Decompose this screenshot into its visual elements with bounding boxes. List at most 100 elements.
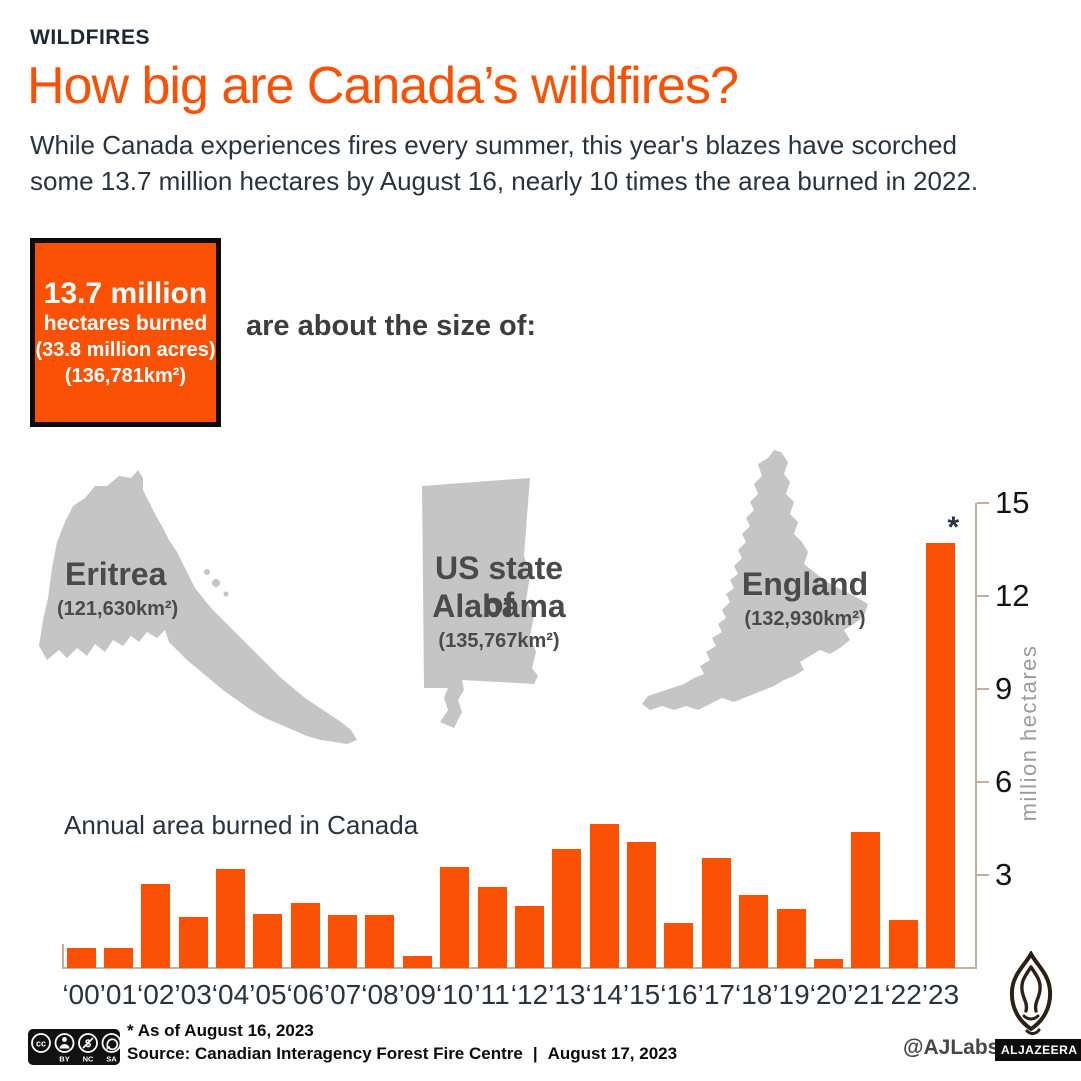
england-area: (132,930km²)	[744, 608, 866, 630]
england-name: England	[741, 566, 869, 602]
bar-02	[141, 884, 171, 968]
x-tick-label: ’15	[622, 979, 661, 1010]
bar-12	[514, 906, 544, 968]
bar-09	[402, 956, 432, 968]
x-axis-labels: ‘00’01 ‘02’03 ‘04’05 ‘06’07 ‘08’09 ‘10’11 ‘12’…	[62, 979, 977, 1010]
subtitle-line-2: some 13.7 million hectares by August 16,…	[30, 166, 979, 196]
stat-box: 13.7 million hectares burned (33.8 milli…	[30, 238, 221, 427]
bar-10	[440, 867, 470, 968]
x-tick-label: ’21	[847, 979, 885, 1010]
subtitle-line-1: While Canada experiences fires every sum…	[30, 130, 957, 160]
bar-19	[776, 909, 806, 968]
source-line: Source: Canadian Interagency Forest Fire…	[127, 1044, 677, 1064]
x-tick-label: ‘12	[510, 979, 549, 1010]
bar-annotation-asterisk: *	[947, 511, 960, 545]
x-tick-label: ’17	[697, 979, 735, 1010]
y-axis-line	[975, 503, 977, 969]
bar-22	[888, 920, 918, 968]
cc-sa-label: SA	[106, 1055, 117, 1064]
bar-01	[103, 948, 133, 968]
y-tick-mark	[977, 874, 989, 876]
bar-03	[178, 917, 208, 968]
comparison-lead-text: are about the size of:	[246, 310, 537, 342]
y-tick-label: 6	[995, 764, 1013, 799]
bar-06	[290, 903, 320, 968]
x-tick-label: ’05	[249, 979, 287, 1010]
cc-by-label: BY	[59, 1055, 69, 1064]
y-tick-mark	[977, 688, 989, 690]
stat-value: 13.7 million	[43, 276, 208, 310]
bar-15	[627, 842, 657, 968]
source-divider: |	[532, 1044, 538, 1063]
stat-acres: (33.8 million acres)	[35, 338, 216, 361]
y-tick-label: 3	[995, 857, 1013, 892]
y-tick-mark	[977, 781, 989, 783]
stat-unit: hectares burned	[43, 311, 208, 335]
x-tick-label: ‘10	[436, 979, 474, 1010]
bar-plot	[62, 503, 967, 968]
region-eritrea: Eritrea (121,630km²)	[35, 452, 365, 752]
y-tick-label: 15	[995, 485, 1030, 520]
x-tick-label: ‘00	[62, 979, 100, 1010]
bar-21	[851, 832, 881, 968]
x-tick-label: ‘06	[286, 979, 324, 1010]
bar-07	[328, 915, 358, 968]
x-tick-label: ’09	[398, 979, 437, 1010]
x-tick-label: ’11	[474, 979, 510, 1010]
svg-text:cc: cc	[36, 1039, 46, 1049]
x-tick-label: ‘04	[211, 979, 250, 1010]
bar-04	[215, 869, 245, 968]
alabama-name-line-1: US state of	[434, 550, 564, 622]
y-tick-label: 12	[995, 578, 1030, 613]
england-map-silhouette	[642, 450, 868, 710]
source-text: Source: Canadian Interagency Forest Fire…	[127, 1044, 523, 1063]
x-tick-label: ‘16	[660, 979, 698, 1010]
source-date: August 17, 2023	[547, 1044, 678, 1063]
y-tick-label: 9	[995, 671, 1013, 706]
region-england: England (132,930km²)	[638, 448, 878, 716]
x-tick-label: ‘14	[585, 979, 623, 1010]
x-tick-label: ‘08	[361, 979, 399, 1010]
x-tick-label: ‘22	[884, 979, 922, 1010]
aljazeera-logo-icon	[1009, 951, 1053, 1035]
chart-title: Annual area burned in Canada	[64, 810, 419, 840]
x-tick-label: ‘20	[809, 979, 848, 1010]
x-tick-label: ’07	[323, 979, 362, 1010]
bar-08	[365, 915, 395, 968]
bar-11	[477, 887, 507, 968]
cc-nc-label: NC	[83, 1055, 94, 1064]
creative-commons-badge: cc $ BY NC SA	[28, 1029, 120, 1065]
x-tick-label: ’19	[772, 979, 810, 1010]
alabama-map-silhouette	[422, 478, 538, 728]
region-alabama: US state of Alabama (135,767km²)	[418, 470, 580, 738]
bar-17	[701, 858, 731, 968]
x-axis-start-tick	[62, 944, 64, 967]
alabama-name-line-2: Alabama	[432, 588, 566, 624]
x-tick-label: ‘02	[137, 979, 175, 1010]
bar-16	[664, 923, 694, 968]
ajlabs-credit: @AJLabs	[903, 1036, 1000, 1059]
x-tick-label: ’23	[921, 979, 960, 1010]
bar-20	[813, 959, 843, 968]
eritrea-map-silhouette	[39, 470, 357, 744]
bar-05	[253, 914, 283, 968]
bar-13	[552, 849, 582, 968]
x-axis-line	[62, 967, 977, 969]
x-tick-label: ‘18	[734, 979, 773, 1010]
subtitle: While Canada experiences fires every sum…	[30, 127, 1060, 199]
eritrea-name: Eritrea	[65, 556, 167, 592]
bar-18	[739, 895, 769, 968]
y-axis-title: million hectares	[1016, 644, 1041, 822]
aljazeera-wordmark: ALJAZEERA	[995, 1039, 1081, 1061]
kicker-label: WILDFIRES	[30, 26, 150, 49]
alabama-area: (135,767km²)	[438, 630, 560, 652]
x-tick-label: ’13	[548, 979, 586, 1010]
page-title: How big are Canada’s wildfires?	[27, 57, 739, 115]
footnote: * As of August 16, 2023	[127, 1021, 314, 1040]
x-tick-label: ’03	[174, 979, 212, 1010]
y-tick-mark	[977, 595, 989, 597]
bar-23	[926, 543, 955, 968]
eritrea-area: (121,630km²)	[57, 598, 179, 620]
y-tick-mark	[977, 502, 989, 504]
